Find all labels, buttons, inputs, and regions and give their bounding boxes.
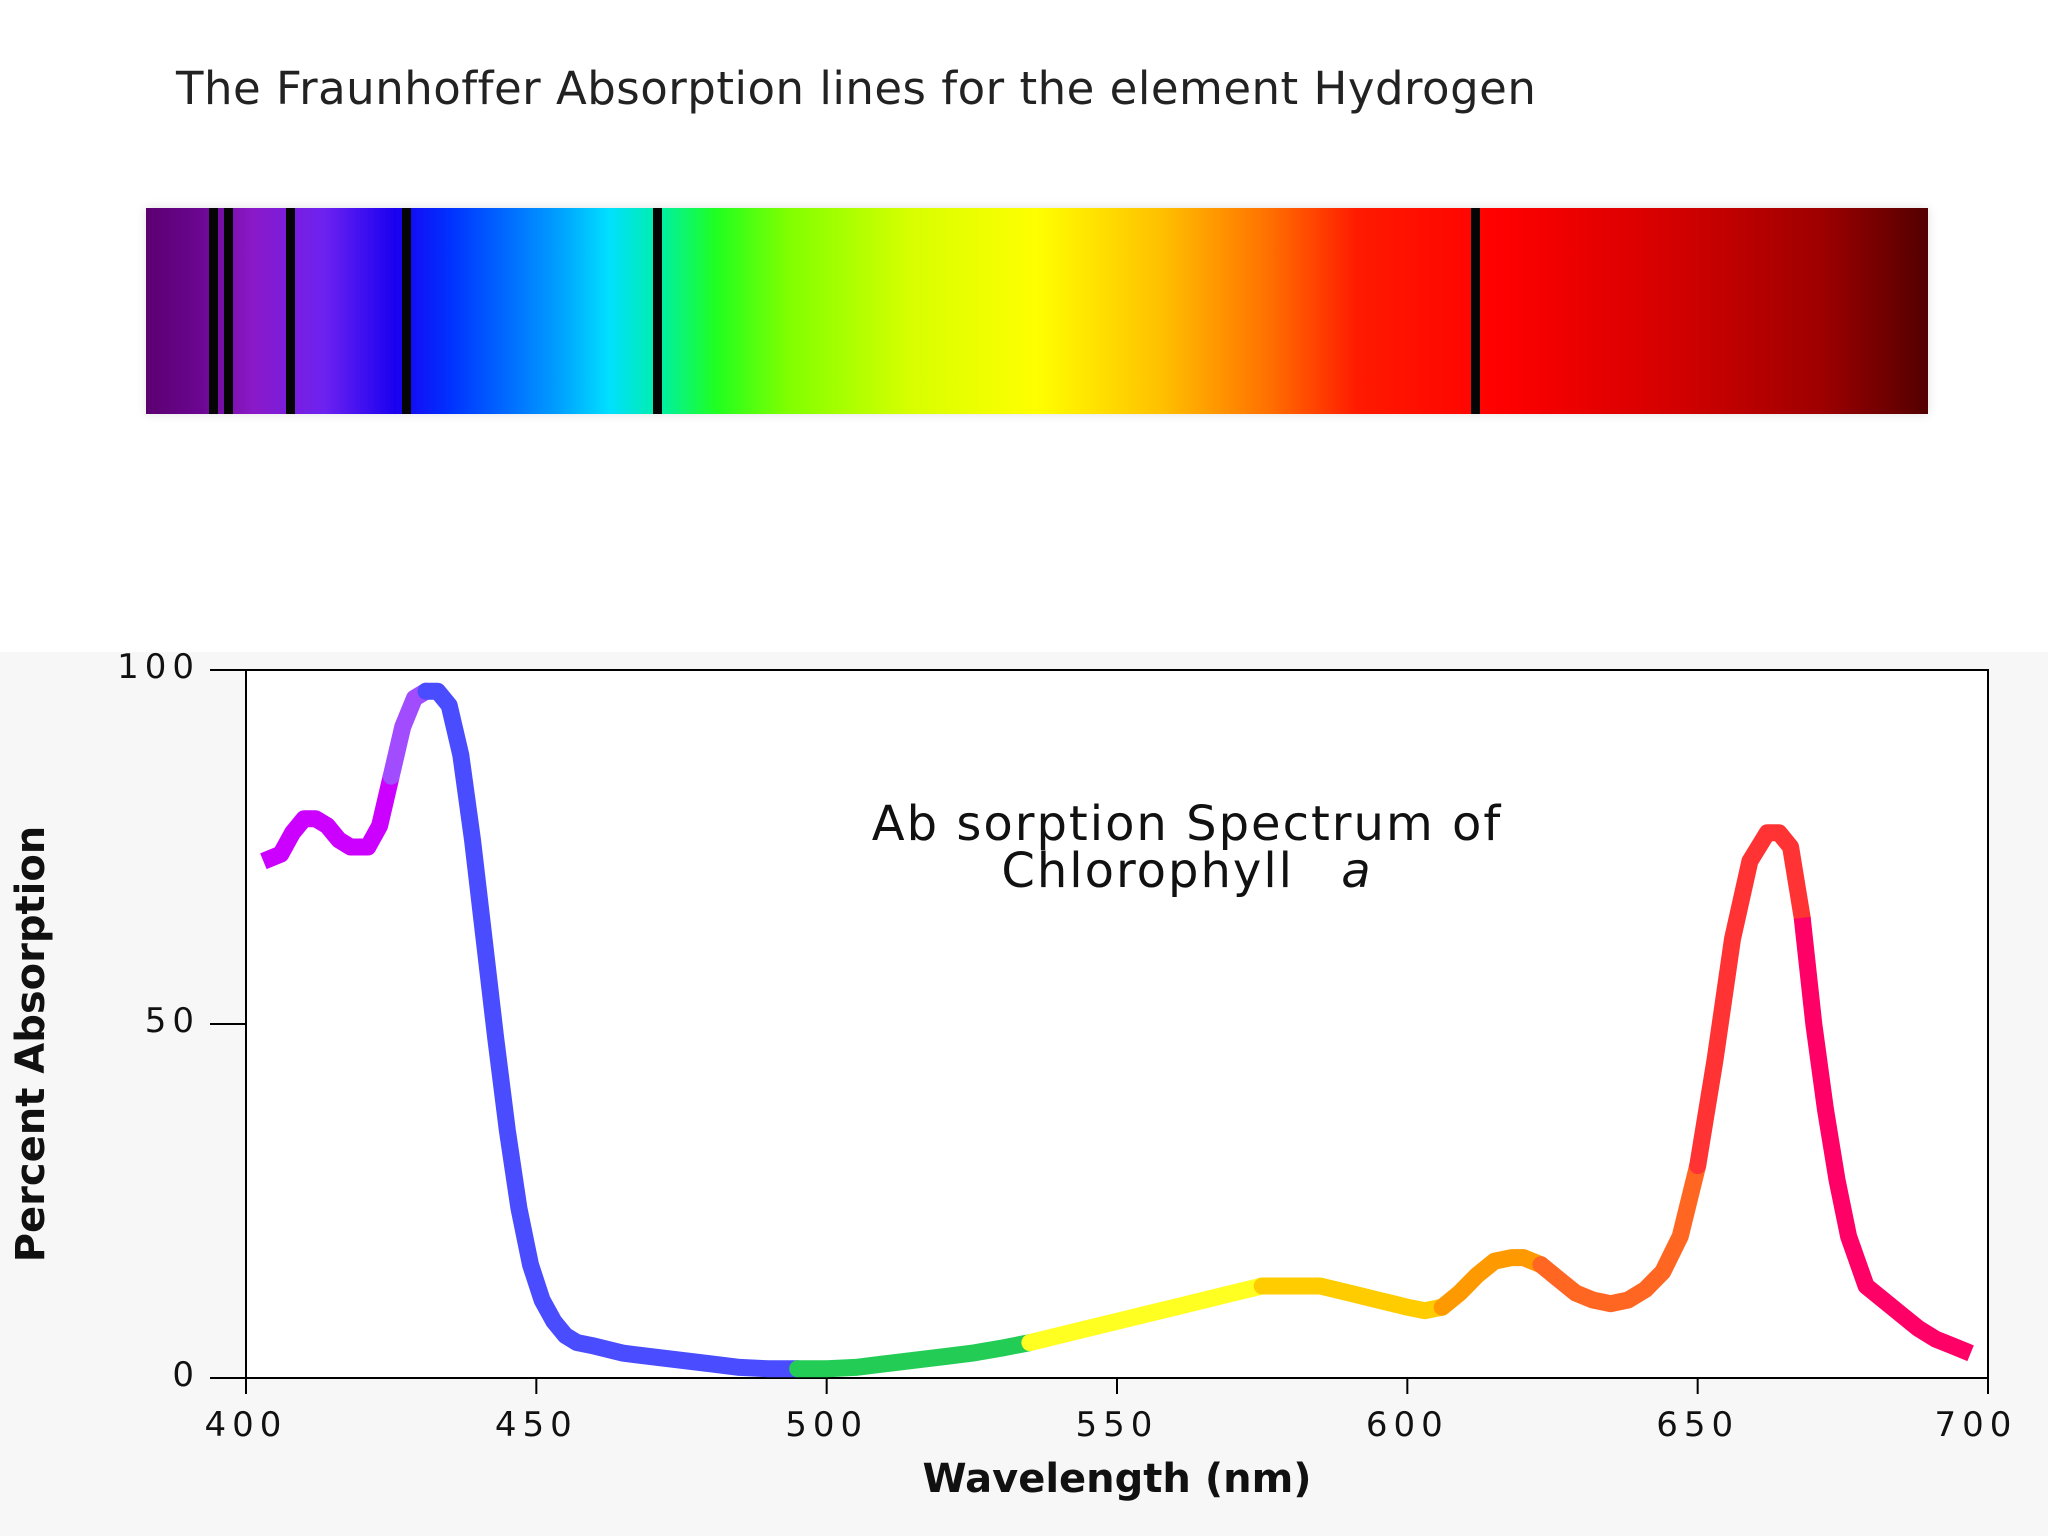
x-tick-label-500: 500 [785, 1405, 868, 1445]
y-axis-label: Percent Absorption [8, 826, 54, 1263]
y-tick-label-0: 0 [172, 1355, 200, 1395]
absorption-line-397nm [223, 208, 233, 414]
absorption-curve-segment-6 [1253, 1277, 1451, 1320]
absorption-line-410nm [286, 208, 296, 414]
absorption-curve-segment-4 [789, 1334, 1039, 1378]
chart-title-variant: a [1341, 843, 1372, 899]
absorption-line-434nm [402, 208, 412, 414]
absorption-curve-segment-9 [1689, 824, 1811, 1175]
spectrum-title: The Fraunhoffer Absorption lines for the… [176, 62, 1537, 115]
x-tick-label-400: 400 [205, 1405, 288, 1445]
absorption-line-394nm [209, 208, 219, 414]
x-tick-label-650: 650 [1656, 1405, 1739, 1445]
absorption-curve-segment-1 [260, 774, 400, 870]
absorption-curve-segment-3 [417, 682, 807, 1378]
x-tick-label-700: 700 [1935, 1405, 2018, 1445]
absorption-line-656nm [1471, 208, 1481, 414]
hydrogen-absorption-spectrum-strip [146, 208, 1928, 414]
chlorophyll-absorption-chart: 400 450 500 550 600 650 700 0 50 100 Ab sorption … [8, 652, 2018, 1502]
absorption-curve-segment-7 [1433, 1249, 1550, 1316]
chlorophyll-chart-panel: 400 450 500 550 600 650 700 0 50 100 Ab sorption … [0, 652, 2048, 1536]
x-tick-label-550: 550 [1076, 1405, 1159, 1445]
absorption-line-486nm [652, 208, 662, 414]
chart-title-line1: Ab sorption Spectrum of [872, 796, 1502, 852]
y-tick-label-100: 100 [117, 652, 200, 687]
absorption-curve-segment-5 [1021, 1277, 1271, 1352]
x-tick-label-600: 600 [1366, 1405, 1449, 1445]
y-tick-label-50: 50 [145, 1001, 200, 1041]
x-axis-label: Wavelength (nm) [922, 1456, 1311, 1502]
absorption-curve-segment-10 [1793, 916, 1974, 1362]
chart-title-line2: Chlorophyll a [1001, 843, 1372, 899]
chart-title-compound: Chlorophyll [1001, 843, 1294, 899]
x-tick-label-450: 450 [495, 1405, 578, 1445]
absorption-curve-segment-8 [1532, 1157, 1707, 1313]
